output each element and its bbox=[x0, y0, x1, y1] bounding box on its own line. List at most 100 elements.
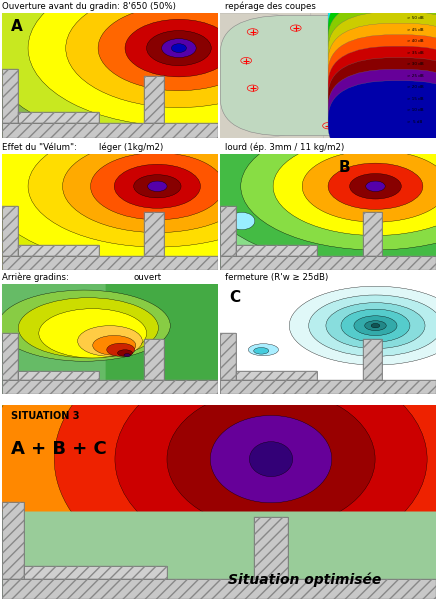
Text: > 35 dB: > 35 dB bbox=[407, 50, 424, 55]
Ellipse shape bbox=[289, 286, 438, 365]
Ellipse shape bbox=[248, 344, 279, 356]
Ellipse shape bbox=[249, 442, 293, 476]
Ellipse shape bbox=[0, 0, 373, 148]
Text: A + B + C: A + B + C bbox=[11, 440, 106, 458]
Ellipse shape bbox=[273, 137, 438, 235]
Ellipse shape bbox=[167, 389, 375, 529]
Ellipse shape bbox=[63, 140, 252, 233]
Polygon shape bbox=[18, 245, 99, 256]
FancyBboxPatch shape bbox=[0, 347, 438, 600]
Ellipse shape bbox=[78, 326, 142, 356]
Text: ouvert: ouvert bbox=[134, 273, 162, 282]
FancyBboxPatch shape bbox=[276, 347, 438, 600]
Ellipse shape bbox=[371, 323, 380, 328]
Ellipse shape bbox=[354, 316, 397, 335]
Ellipse shape bbox=[203, 105, 438, 268]
Ellipse shape bbox=[358, 356, 438, 600]
Ellipse shape bbox=[91, 153, 224, 220]
Ellipse shape bbox=[98, 5, 260, 91]
Ellipse shape bbox=[0, 105, 330, 268]
Ellipse shape bbox=[341, 309, 410, 342]
Polygon shape bbox=[24, 566, 167, 580]
FancyBboxPatch shape bbox=[328, 0, 438, 60]
Ellipse shape bbox=[326, 302, 425, 349]
FancyBboxPatch shape bbox=[328, 0, 438, 83]
Text: Ouverture avant du gradin: 8'650 (50%): Ouverture avant du gradin: 8'650 (50%) bbox=[2, 2, 176, 11]
Ellipse shape bbox=[93, 335, 136, 355]
Polygon shape bbox=[145, 76, 164, 123]
FancyBboxPatch shape bbox=[155, 0, 332, 88]
FancyBboxPatch shape bbox=[0, 0, 283, 176]
FancyBboxPatch shape bbox=[155, 13, 317, 138]
FancyBboxPatch shape bbox=[324, 63, 438, 176]
Text: fermeture (R'w ≥ 25dB): fermeture (R'w ≥ 25dB) bbox=[225, 273, 328, 282]
FancyBboxPatch shape bbox=[328, 69, 438, 152]
Text: B: B bbox=[339, 160, 350, 175]
Polygon shape bbox=[18, 112, 99, 123]
Ellipse shape bbox=[39, 308, 147, 358]
Ellipse shape bbox=[210, 415, 332, 503]
Text: Effet du "Vélum":: Effet du "Vélum": bbox=[2, 143, 77, 152]
Ellipse shape bbox=[366, 181, 385, 191]
Text: > 10 dB: > 10 dB bbox=[407, 108, 424, 112]
Ellipse shape bbox=[66, 0, 292, 107]
Text: >  5 dB: > 5 dB bbox=[407, 120, 422, 124]
FancyBboxPatch shape bbox=[328, 11, 438, 94]
Ellipse shape bbox=[148, 181, 167, 191]
Text: repérage des coupes: repérage des coupes bbox=[225, 1, 315, 11]
Polygon shape bbox=[2, 70, 18, 123]
Ellipse shape bbox=[18, 298, 159, 358]
Ellipse shape bbox=[115, 357, 427, 561]
Polygon shape bbox=[2, 123, 218, 138]
FancyBboxPatch shape bbox=[328, 35, 438, 118]
Polygon shape bbox=[2, 334, 18, 380]
Text: > 40 dB: > 40 dB bbox=[407, 39, 424, 43]
Ellipse shape bbox=[117, 350, 133, 356]
Text: A: A bbox=[11, 19, 23, 34]
FancyBboxPatch shape bbox=[311, 0, 438, 82]
Text: SITUATION 3: SITUATION 3 bbox=[11, 410, 79, 421]
Polygon shape bbox=[220, 380, 436, 394]
Text: > 25 dB: > 25 dB bbox=[407, 74, 424, 77]
FancyBboxPatch shape bbox=[0, 512, 438, 600]
Ellipse shape bbox=[272, 44, 350, 107]
FancyBboxPatch shape bbox=[328, 58, 438, 140]
Ellipse shape bbox=[302, 151, 438, 222]
Ellipse shape bbox=[147, 31, 211, 65]
Polygon shape bbox=[220, 334, 237, 380]
FancyBboxPatch shape bbox=[0, 119, 283, 304]
Text: Situation optimisée: Situation optimisée bbox=[228, 572, 381, 587]
Polygon shape bbox=[18, 371, 99, 380]
Ellipse shape bbox=[125, 19, 233, 77]
Ellipse shape bbox=[254, 347, 269, 354]
FancyBboxPatch shape bbox=[328, 46, 438, 129]
Polygon shape bbox=[220, 256, 436, 269]
Ellipse shape bbox=[162, 39, 196, 58]
Polygon shape bbox=[363, 339, 382, 380]
Polygon shape bbox=[145, 212, 164, 256]
Ellipse shape bbox=[241, 122, 438, 250]
FancyBboxPatch shape bbox=[328, 0, 438, 71]
Text: C: C bbox=[229, 290, 240, 305]
Polygon shape bbox=[145, 339, 164, 380]
Ellipse shape bbox=[229, 212, 255, 230]
Text: léger (1kg/m2): léger (1kg/m2) bbox=[99, 143, 163, 152]
Polygon shape bbox=[254, 517, 288, 580]
Ellipse shape bbox=[107, 343, 135, 356]
FancyBboxPatch shape bbox=[155, 0, 438, 176]
Ellipse shape bbox=[0, 284, 438, 600]
FancyBboxPatch shape bbox=[155, 119, 438, 304]
Ellipse shape bbox=[365, 321, 386, 331]
FancyBboxPatch shape bbox=[0, 251, 283, 427]
Ellipse shape bbox=[28, 0, 330, 127]
FancyBboxPatch shape bbox=[328, 81, 438, 163]
Text: lourd (ép. 3mm / 11 kg/m2): lourd (ép. 3mm / 11 kg/m2) bbox=[225, 143, 344, 152]
Ellipse shape bbox=[134, 175, 181, 198]
Ellipse shape bbox=[28, 125, 286, 247]
FancyBboxPatch shape bbox=[220, 16, 401, 136]
Ellipse shape bbox=[54, 323, 438, 595]
FancyBboxPatch shape bbox=[106, 251, 283, 427]
Text: > 30 dB: > 30 dB bbox=[407, 62, 424, 66]
Ellipse shape bbox=[114, 164, 201, 208]
Text: > 45 dB: > 45 dB bbox=[407, 28, 424, 32]
